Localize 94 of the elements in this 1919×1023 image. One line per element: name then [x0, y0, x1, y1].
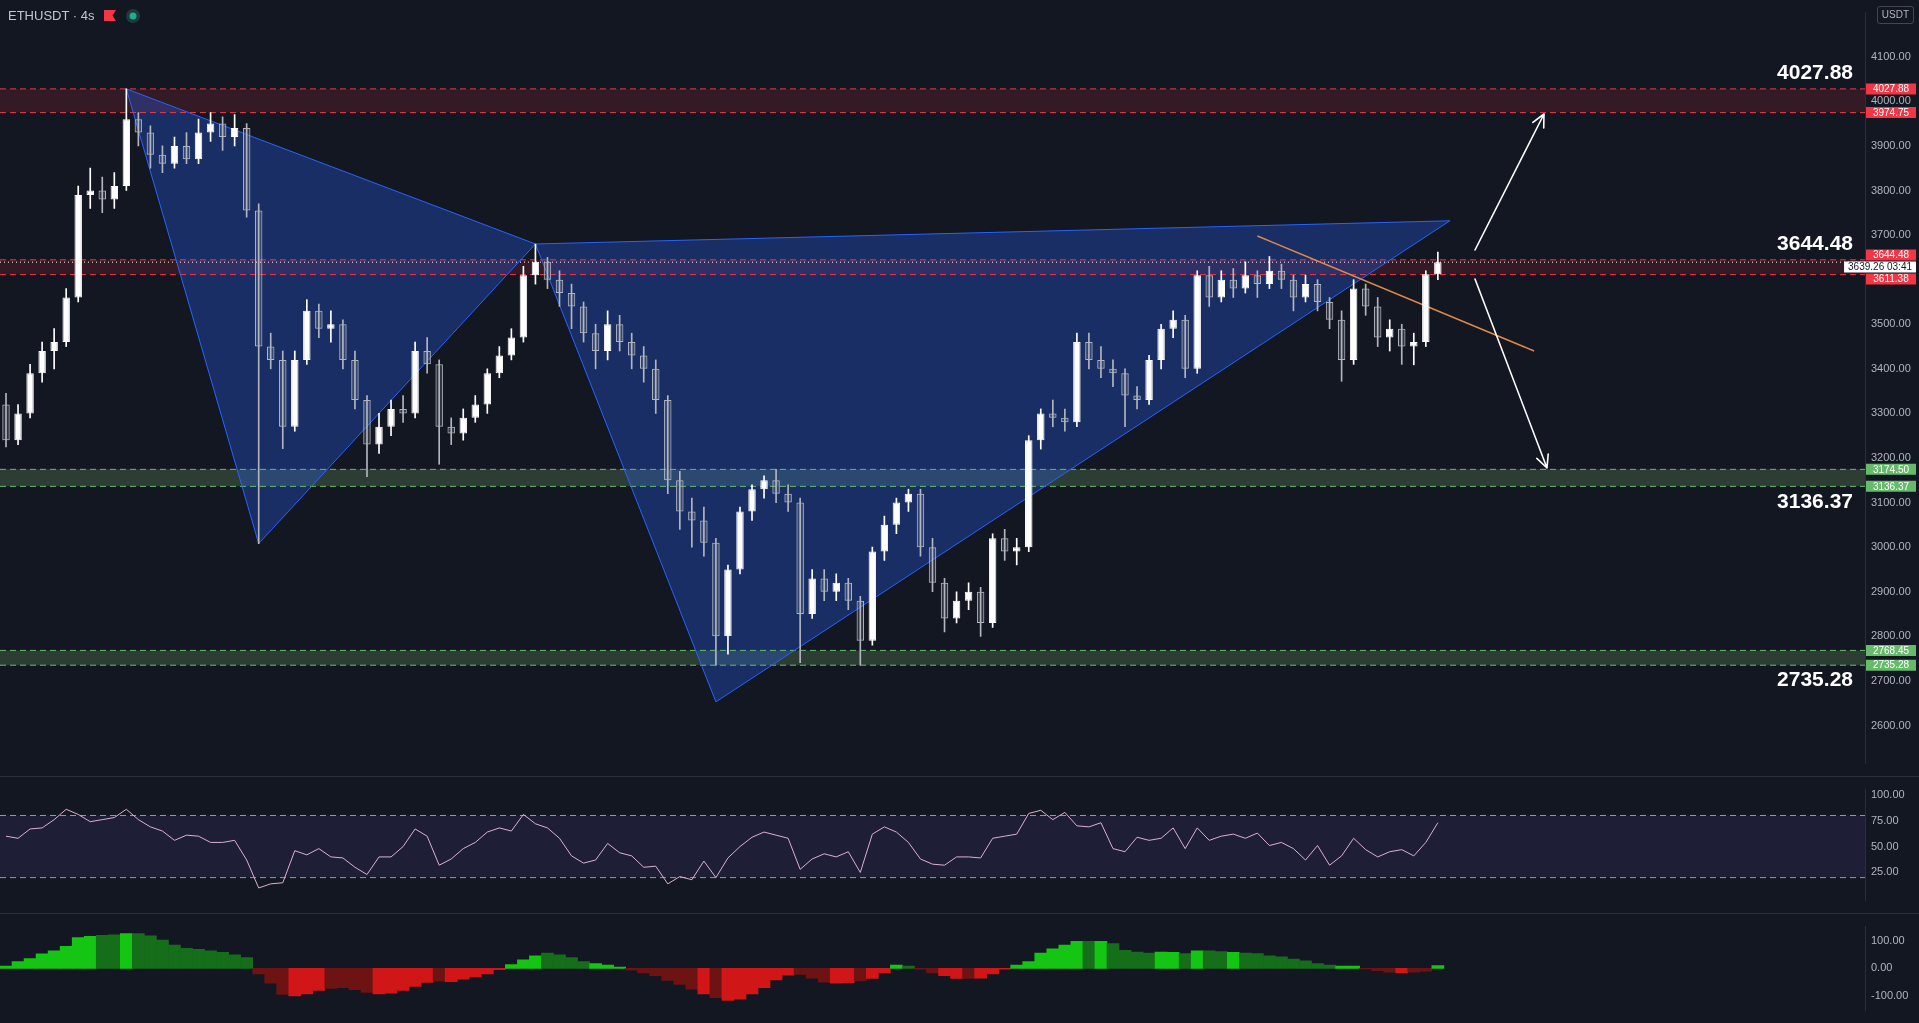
- y-tick-label: 50.00: [1871, 839, 1899, 852]
- bar: [1178, 953, 1192, 969]
- ref-line-label: 3611.38: [1873, 273, 1910, 285]
- annotation: 2735.28: [1777, 667, 1854, 691]
- candlestick: [327, 310, 335, 343]
- y-tick-label: 25.00: [1871, 865, 1899, 878]
- candlestick: [688, 497, 696, 548]
- candlestick: [339, 319, 347, 370]
- ref-line-label: 3974.75: [1872, 106, 1910, 118]
- y-tick-label: 4000.00: [1871, 94, 1911, 107]
- y-tick-label: 3700.00: [1871, 228, 1911, 241]
- candlestick: [784, 484, 792, 512]
- candlestick: [1061, 408, 1069, 432]
- candlestick: [435, 359, 443, 465]
- bar: [962, 968, 975, 979]
- candlestick: [676, 471, 684, 530]
- candlestick: [98, 176, 106, 214]
- candlestick: [1181, 315, 1189, 379]
- bar: [1226, 952, 1240, 969]
- candlestick: [1133, 386, 1141, 410]
- candlestick: [279, 350, 287, 449]
- candlestick: [1398, 323, 1406, 365]
- candlestick: [700, 506, 708, 557]
- candlestick: [1085, 332, 1093, 370]
- candlestick: [712, 537, 720, 666]
- ref-line-label: 3639.26 03:41: [1848, 261, 1913, 273]
- ref-line-label: 3136.37: [1872, 480, 1910, 492]
- y-tick-label: 3900.00: [1871, 138, 1911, 151]
- candlestick: [1121, 368, 1129, 428]
- candlestick: [856, 595, 865, 666]
- annotation: 4027.88: [1777, 60, 1854, 84]
- bar: [119, 933, 133, 969]
- ref-line-label: 3174.50: [1872, 463, 1910, 475]
- candlestick: [844, 578, 852, 610]
- candlestick: [652, 359, 660, 414]
- bar: [697, 968, 711, 995]
- ref-line-label: 3644.48: [1872, 249, 1910, 261]
- y-tick-label: 100.00: [1871, 787, 1905, 800]
- candlestick: [447, 417, 455, 445]
- candlestick: [254, 203, 263, 544]
- annotation: 3644.48: [1777, 231, 1854, 255]
- bar: [709, 968, 723, 999]
- bar: [432, 968, 446, 982]
- chart-title: ETHUSDT · 4s: [8, 8, 95, 23]
- candlestick: [363, 395, 371, 478]
- y-tick-label: 2900.00: [1871, 584, 1911, 597]
- candlestick: [820, 569, 828, 601]
- y-tick-label: 2700.00: [1871, 673, 1911, 686]
- candlestick: [1205, 265, 1213, 307]
- y-tick-label: 3000.00: [1871, 540, 1911, 553]
- candlestick: [351, 350, 359, 410]
- candlestick: [423, 337, 431, 374]
- y-tick-label: 3400.00: [1871, 361, 1911, 374]
- candlestick: [1109, 359, 1117, 387]
- candlestick: [1410, 332, 1418, 366]
- candlestick: [1049, 399, 1057, 428]
- y-tick-label: 2800.00: [1871, 629, 1911, 642]
- candlestick: [399, 395, 407, 423]
- candlestick: [2, 393, 10, 448]
- candlestick: [86, 167, 94, 209]
- y-tick-label: 100.00: [1871, 933, 1905, 946]
- y-tick-label: 3100.00: [1871, 495, 1911, 508]
- candlestick: [640, 346, 648, 383]
- bar: [1094, 941, 1108, 969]
- candlestick: [772, 469, 780, 503]
- y-tick-label: 4100.00: [1871, 49, 1911, 62]
- candlestick: [315, 303, 323, 338]
- y-tick-label: 75.00: [1871, 813, 1899, 826]
- y-tick-label: 3300.00: [1871, 406, 1911, 419]
- candlestick: [796, 497, 804, 663]
- candlestick: [664, 395, 672, 494]
- y-tick-label: 2600.00: [1871, 718, 1911, 731]
- candlestick: [1000, 529, 1009, 561]
- candlestick: [50, 328, 58, 370]
- y-tick-label: -100.00: [1871, 988, 1909, 1001]
- y-tick-label: 3500.00: [1871, 317, 1911, 330]
- ref-line-label: 2735.28: [1872, 659, 1910, 671]
- bar: [853, 968, 867, 982]
- bar: [1431, 965, 1445, 969]
- candlestick: [1229, 268, 1238, 298]
- bar: [902, 965, 915, 969]
- ref-line-label: 4027.88: [1872, 83, 1910, 95]
- bar: [1190, 950, 1204, 969]
- candlestick: [1373, 297, 1382, 347]
- bar: [890, 964, 903, 969]
- ref-line-label: 2768.45: [1872, 644, 1910, 656]
- y-tick-label: 3800.00: [1871, 183, 1911, 196]
- y-axis-title: USDT: [1876, 6, 1914, 24]
- annotation: 3136.37: [1777, 488, 1853, 512]
- y-tick-label: 3200.00: [1871, 451, 1911, 464]
- candlestick: [1013, 537, 1021, 566]
- y-tick-label: 0.00: [1871, 961, 1893, 974]
- candlestick: [1097, 346, 1105, 379]
- bar: [1082, 941, 1096, 969]
